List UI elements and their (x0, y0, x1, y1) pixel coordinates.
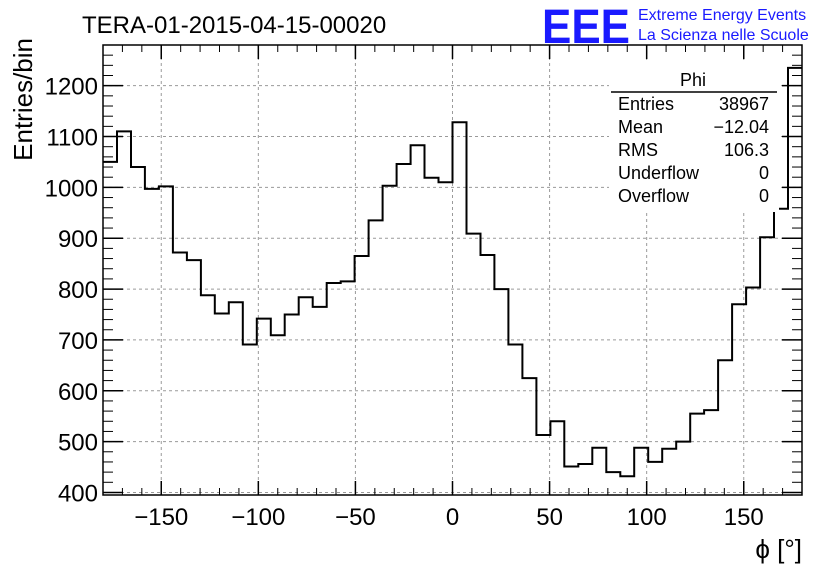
y-tick-label: 1000 (45, 175, 98, 202)
stats-value: −12.04 (713, 117, 769, 137)
x-tick-label: 150 (724, 504, 764, 531)
y-tick-label: 900 (58, 226, 98, 253)
chart-title: TERA-01-2015-04-15-00020 (82, 12, 386, 39)
stats-value: 106.3 (724, 140, 769, 160)
x-tick-label: 100 (627, 504, 667, 531)
y-tick-label: 700 (58, 328, 98, 355)
stats-label: Overflow (618, 186, 690, 206)
eee-logo-line1: Extreme Energy Events (638, 7, 806, 24)
eee-logo-mark: EEE (542, 1, 630, 54)
y-tick-labels: 400 500 600 700 800 900 1000 1100 1200 (45, 74, 98, 508)
statistics-box: Phi Entries 38967 Mean −12.04 RMS 106.3 … (609, 62, 779, 212)
x-tick-labels: −150 −100 −50 0 50 100 150 (134, 504, 764, 531)
x-tick-label: 0 (446, 504, 459, 531)
x-tick-label: −150 (134, 504, 188, 531)
y-tick-label: 800 (58, 277, 98, 304)
y-tick-label: 500 (58, 430, 98, 457)
x-tick-label: −100 (231, 504, 285, 531)
stats-value: 38967 (719, 94, 769, 114)
stats-label: Entries (618, 94, 674, 114)
y-axis-label: Entries/bin (8, 38, 38, 161)
x-tick-label: −50 (335, 504, 376, 531)
y-tick-label: 600 (58, 379, 98, 406)
stats-value: 0 (759, 186, 769, 206)
stats-box-background (609, 62, 779, 212)
y-tick-label: 400 (58, 480, 98, 507)
stats-value: 0 (759, 163, 769, 183)
stats-label: Mean (618, 117, 663, 137)
stats-label: Underflow (618, 163, 700, 183)
eee-logo-line2: La Scienza nelle Scuole (638, 27, 809, 44)
x-axis-label: ϕ [°] (755, 534, 802, 564)
histogram-series (103, 66, 802, 478)
stats-label: RMS (618, 140, 658, 160)
y-tick-label: 1100 (46, 125, 98, 152)
x-tick-label: 50 (536, 504, 563, 531)
y-tick-label: 1200 (45, 74, 98, 101)
axis-ticks (103, 45, 802, 495)
stats-title: Phi (680, 70, 706, 90)
